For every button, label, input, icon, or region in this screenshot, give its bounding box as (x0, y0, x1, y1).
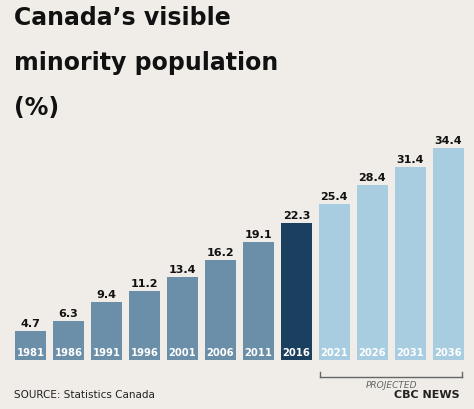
Bar (205, 261, 236, 360)
Bar (395, 167, 426, 360)
Text: 13.4: 13.4 (169, 265, 196, 275)
Text: 2026: 2026 (358, 348, 386, 357)
Text: Canada’s visible: Canada’s visible (14, 6, 231, 30)
Text: 2011: 2011 (245, 348, 273, 357)
Bar (167, 278, 198, 360)
Bar (357, 186, 388, 360)
Text: 2001: 2001 (168, 348, 196, 357)
Text: 2021: 2021 (320, 348, 348, 357)
Text: 28.4: 28.4 (358, 173, 386, 182)
Bar (15, 331, 46, 360)
Text: 31.4: 31.4 (397, 154, 424, 164)
Text: 1981: 1981 (16, 348, 45, 357)
Bar (319, 204, 350, 360)
Text: 11.2: 11.2 (131, 278, 158, 288)
Bar (281, 223, 312, 360)
Text: 4.7: 4.7 (20, 318, 40, 328)
Text: 1996: 1996 (130, 348, 158, 357)
Text: 34.4: 34.4 (435, 136, 462, 146)
Text: minority population: minority population (14, 51, 278, 75)
Text: (%): (%) (14, 96, 59, 120)
Text: 2016: 2016 (283, 348, 310, 357)
Bar (129, 291, 160, 360)
Text: 9.4: 9.4 (96, 289, 117, 299)
Text: 1991: 1991 (92, 348, 120, 357)
Text: 2036: 2036 (435, 348, 462, 357)
Text: 16.2: 16.2 (207, 247, 234, 258)
Text: 2006: 2006 (207, 348, 234, 357)
Text: 25.4: 25.4 (320, 191, 348, 201)
Text: 1986: 1986 (55, 348, 82, 357)
Text: SOURCE: Statistics Canada: SOURCE: Statistics Canada (14, 389, 155, 399)
Text: 2031: 2031 (396, 348, 424, 357)
Text: PROJECTED: PROJECTED (365, 380, 417, 389)
Text: 19.1: 19.1 (245, 230, 272, 240)
Bar (243, 243, 274, 360)
Bar (433, 149, 464, 360)
Text: 6.3: 6.3 (58, 308, 78, 318)
Bar (53, 321, 84, 360)
Text: 22.3: 22.3 (283, 210, 310, 220)
Text: CBC NEWS: CBC NEWS (394, 389, 460, 399)
Bar (91, 302, 122, 360)
